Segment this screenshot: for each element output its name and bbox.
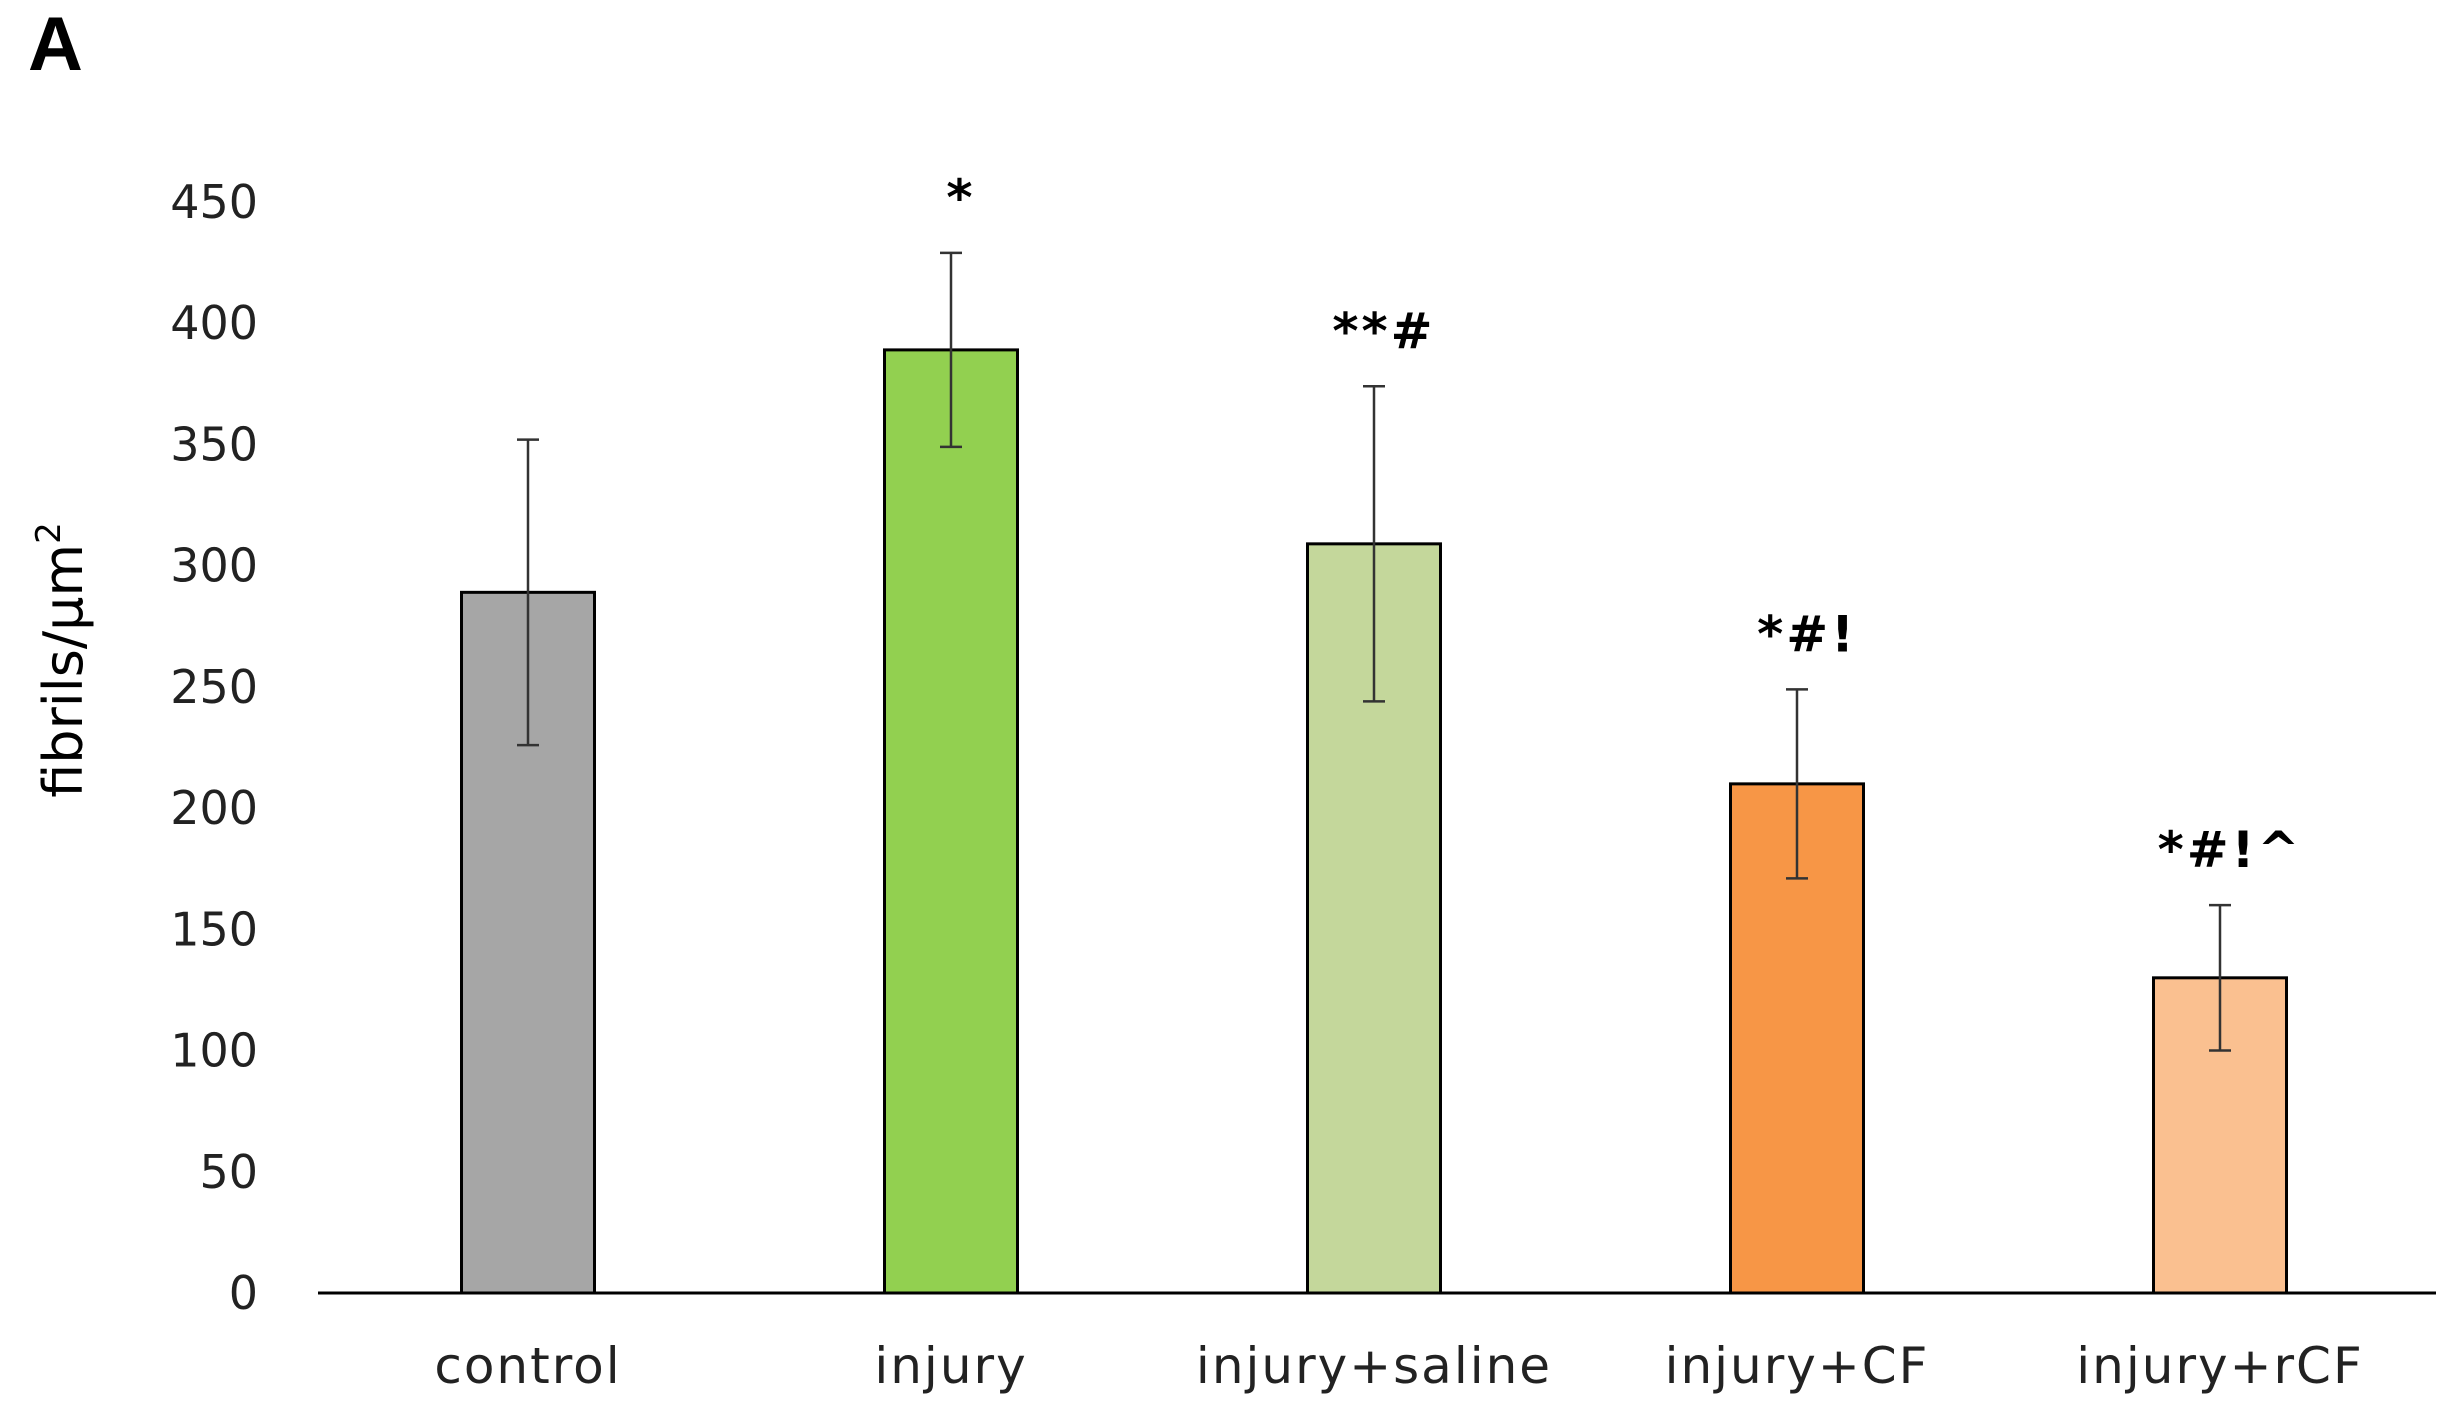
y-tick-label: 350 xyxy=(170,417,258,471)
y-tick-label: 150 xyxy=(170,902,258,956)
error-bar xyxy=(1786,688,1808,880)
error-bar xyxy=(517,438,539,747)
y-tick-label: 50 xyxy=(199,1145,258,1199)
error-bar xyxy=(2209,903,2231,1052)
error-bar xyxy=(940,251,962,449)
y-tick-label: 200 xyxy=(170,781,258,835)
x-category-label: injury+CF xyxy=(1665,1337,1930,1395)
error-bars xyxy=(517,251,2231,1052)
significance-annotation: * xyxy=(946,169,975,227)
significance-annotations: * **# *#! *#!^ xyxy=(946,169,2303,879)
significance-annotation: *#!^ xyxy=(2158,821,2303,879)
y-axis-ticks: 0 50 100 150 200 250 300 350 400 450 xyxy=(170,175,258,1320)
y-tick-label: 300 xyxy=(170,539,258,593)
panel-label: A xyxy=(28,2,83,87)
y-tick-label: 400 xyxy=(170,296,258,350)
significance-annotation: **# xyxy=(1332,302,1435,360)
x-category-label: injury xyxy=(874,1337,1027,1395)
bar-injury xyxy=(883,348,1019,1295)
x-category-label: injury+saline xyxy=(1196,1337,1552,1395)
y-axis-title-text: fibrils/µm2 xyxy=(29,522,95,797)
y-axis-title-superscript: 2 xyxy=(29,522,69,544)
x-category-label: control xyxy=(434,1337,621,1395)
x-category-label: injury+rCF xyxy=(2076,1337,2363,1395)
x-axis-categories: control injury injury+saline injury+CF injur… xyxy=(434,1337,2363,1395)
error-bar xyxy=(1363,385,1385,703)
y-axis-title-main: fibrils/µm xyxy=(32,544,95,798)
y-axis-title: fibrils/µm2 xyxy=(29,522,95,797)
y-tick-label: 450 xyxy=(170,175,258,229)
y-tick-label: 0 xyxy=(229,1266,258,1320)
significance-annotation: *#! xyxy=(1757,605,1857,663)
y-tick-label: 100 xyxy=(170,1024,258,1078)
y-tick-label: 250 xyxy=(170,660,258,714)
